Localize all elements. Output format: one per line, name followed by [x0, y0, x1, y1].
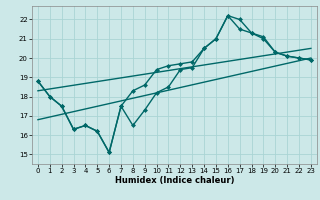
X-axis label: Humidex (Indice chaleur): Humidex (Indice chaleur) — [115, 176, 234, 185]
